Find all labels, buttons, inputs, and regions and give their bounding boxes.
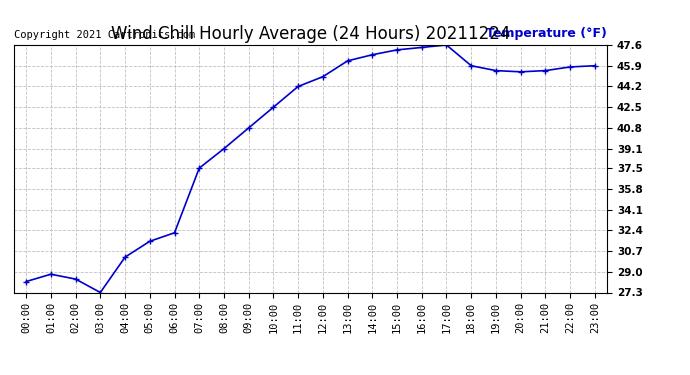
Title: Wind Chill Hourly Average (24 Hours) 20211224: Wind Chill Hourly Average (24 Hours) 202… <box>111 26 510 44</box>
Text: Temperature (°F): Temperature (°F) <box>486 27 607 40</box>
Text: Copyright 2021 Cartronics.com: Copyright 2021 Cartronics.com <box>14 30 195 40</box>
